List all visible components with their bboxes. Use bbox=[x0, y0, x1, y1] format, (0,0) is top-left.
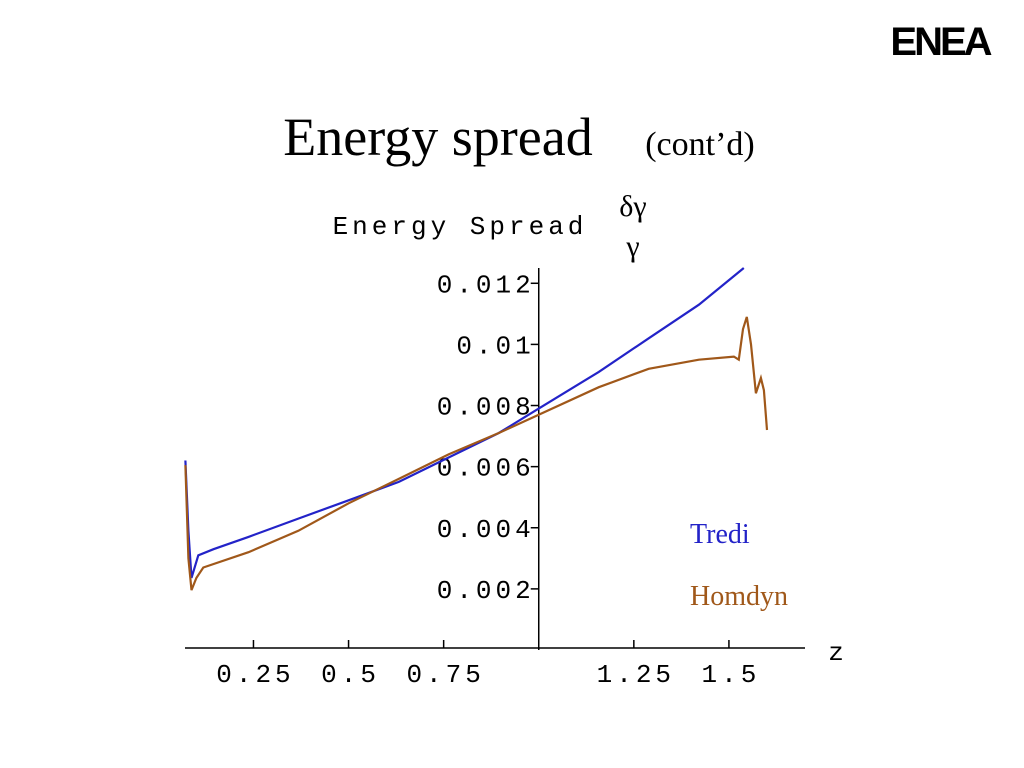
x-tick-label: 0.25 bbox=[216, 660, 294, 690]
series-line bbox=[184, 316, 769, 591]
y-tick-label: 0.008 bbox=[437, 393, 535, 423]
x-tick-label: 1.25 bbox=[597, 660, 675, 690]
legend-label: Tredi bbox=[690, 519, 750, 550]
x-axis-label: z bbox=[828, 638, 848, 668]
y-axis-label: Energy Spread bbox=[333, 212, 588, 242]
y-label-denominator: γ bbox=[625, 230, 639, 263]
legend-label: Homdyn bbox=[690, 581, 788, 612]
y-tick-label: 0.01 bbox=[456, 331, 534, 361]
x-tick-label: 0.5 bbox=[321, 660, 380, 690]
y-tick-label: 0.004 bbox=[437, 515, 535, 545]
x-tick-label: 0.75 bbox=[406, 660, 484, 690]
y-tick-label: 0.002 bbox=[437, 576, 535, 606]
y-tick-label: 0.012 bbox=[437, 270, 535, 300]
chart-subtitle: (cont’d) bbox=[645, 126, 755, 163]
y-label-numerator: δγ bbox=[619, 190, 646, 223]
chart-title: Energy spread bbox=[283, 107, 592, 167]
y-tick-label: 0.006 bbox=[437, 454, 535, 484]
x-tick-label: 1.5 bbox=[702, 660, 761, 690]
logo: ENEA bbox=[890, 20, 991, 64]
